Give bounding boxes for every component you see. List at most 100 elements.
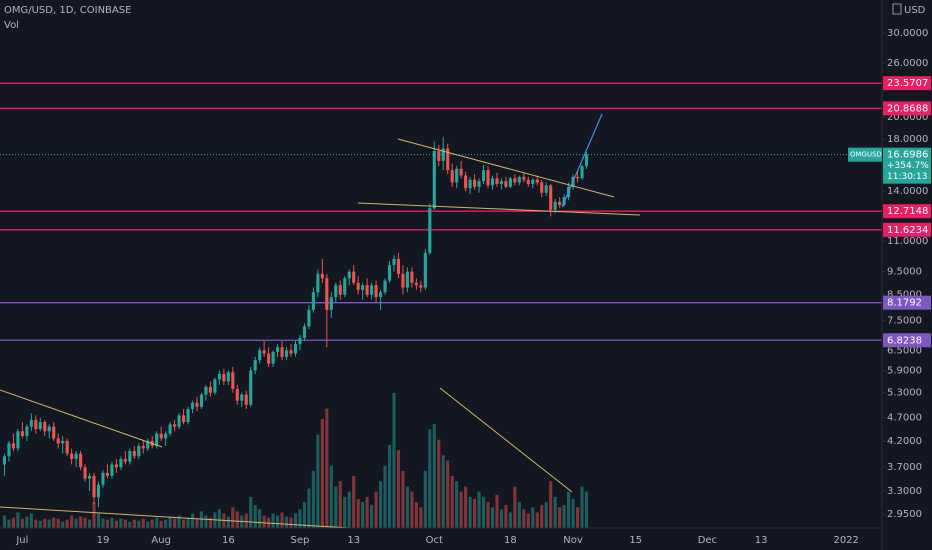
candle-body [499,181,504,184]
candle-body [92,475,96,498]
candle-body [70,453,74,459]
candle-body [347,271,351,279]
candle-body [584,154,589,167]
volume-bar [450,476,454,528]
volume-bar [540,505,544,528]
currency-icon[interactable] [892,3,902,15]
volume-bar [455,481,459,528]
volume-bar [253,505,257,528]
countdown-label: 11:30:13 [887,172,927,182]
candle-body [164,433,168,439]
level-label: 11.6234 [887,225,928,236]
volume-bar [164,519,168,528]
x-tick-label: Sep [291,535,310,546]
volume-bar [2,515,7,528]
volume-bar [468,496,472,528]
volume-bar [208,517,212,528]
volume-bar [361,502,365,528]
y-tick-label: 9.5000 [887,267,922,278]
candle-body [450,170,454,183]
last-price-label: 16.6986 [887,150,928,161]
volume-bar [25,516,29,528]
volume-bar [199,511,204,528]
volume-bar [437,439,441,528]
volume-bar [96,513,101,528]
level-tag [883,333,931,348]
volume-bar [262,515,266,528]
candle-body [52,426,56,439]
y-tick-label: 5.3000 [887,388,922,399]
candle-body [338,285,342,295]
candle-body [329,297,333,310]
volume-bar [298,509,302,528]
volume-bar [177,515,181,528]
volume-bar [141,518,145,528]
x-tick-label: Jul [15,535,28,546]
x-tick-label: 15 [629,535,642,546]
candle-body [38,422,42,429]
volume-bar [258,509,262,528]
candle-body [575,176,580,179]
volume-bar [150,519,154,528]
symbol-label: OMGUSD [850,151,882,159]
candle-body [370,285,374,295]
trend-line [439,387,573,493]
candle-body [401,273,405,288]
volume-bar [284,516,289,528]
candle-body [159,433,163,439]
volume-bar [378,481,383,528]
candle-body [302,326,307,338]
volume-bar [526,513,530,528]
volume-bar [190,513,195,528]
candle-body [455,168,459,183]
y-tick-label: 14.0000 [887,186,928,197]
y-tick-label: 3.7000 [887,462,922,473]
volume-bar [575,507,580,528]
volume-bar [365,496,369,528]
candle-body [553,201,557,210]
x-tick-label: 2022 [833,535,858,546]
volume-bar [584,491,589,528]
volume-bar [70,515,74,528]
y-tick-label: 2.9500 [887,509,922,520]
candle-body [486,170,490,186]
candle-body [217,373,221,380]
candle-body [540,182,544,193]
x-tick-label: Nov [563,535,583,546]
candle-body [522,176,526,180]
volume-bar [244,513,248,528]
volume-bar [128,521,132,528]
volume-bar [481,496,486,528]
candle-body [190,402,195,409]
volume-bar [329,465,333,528]
candle-body [513,178,517,183]
candle-body [11,443,15,449]
volume-bar [137,520,141,528]
currency[interactable]: USD [904,5,926,16]
volume-bar [235,511,239,528]
candle-body [490,178,495,186]
candle-body [271,351,275,364]
volume-bar [293,513,298,528]
volume-bar [325,408,329,528]
candle-body [262,350,266,354]
candle-body [504,181,508,187]
volume-bar [423,470,427,528]
level-tag [883,204,931,219]
volume-bar [356,498,360,528]
candle-body [392,258,396,266]
candle-body [101,472,105,485]
candle-body [199,394,204,407]
candle-body [16,431,20,449]
volume-bar [11,517,15,528]
y-tick-label: 30.0000 [887,28,928,39]
x-tick-label: 13 [755,535,768,546]
candle-body [29,419,33,427]
candle-body [226,372,230,382]
volume-bar [544,502,548,528]
candle-body [432,150,436,209]
candle-body [195,402,199,407]
candle-body [2,456,7,465]
candle-body [316,273,320,293]
